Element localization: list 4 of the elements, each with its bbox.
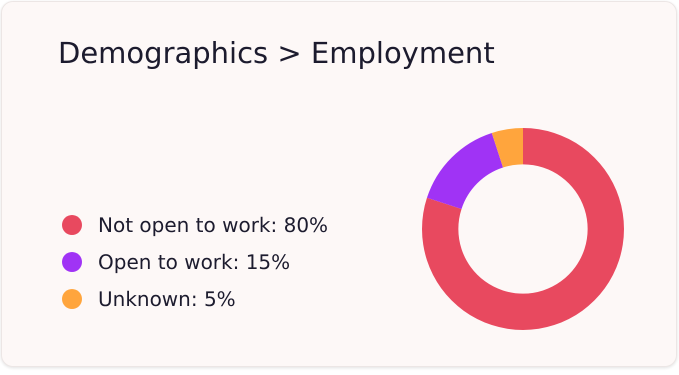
legend-label: Unknown: 5% bbox=[98, 286, 236, 310]
legend-label: Not open to work: 80% bbox=[98, 212, 328, 236]
chart-title: Demographics > Employment bbox=[58, 36, 495, 70]
legend-label: Open to work: 15% bbox=[98, 250, 290, 274]
